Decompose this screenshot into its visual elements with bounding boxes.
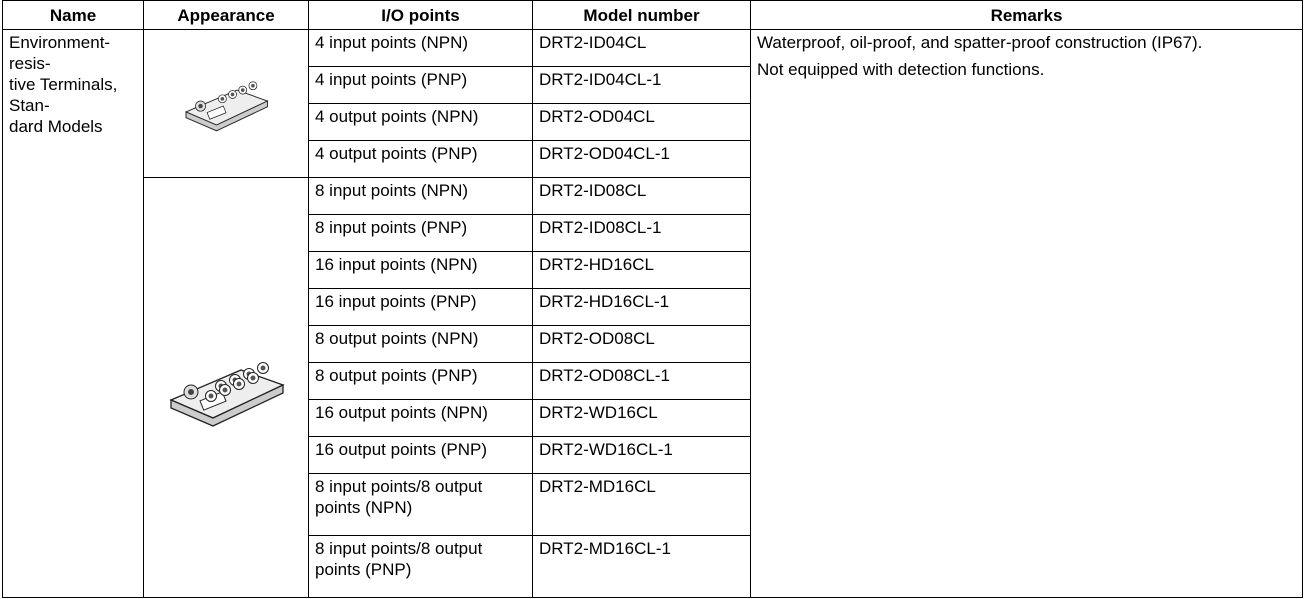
name-cell: Environment-resis-tive Terminals, Stan-d… [2,29,144,598]
device-image [184,81,269,132]
header-row: Name Appearance I/O points Model number Rema… [2,0,1303,30]
model-number-cell: DRT2-OD04CL-1 [532,140,751,178]
table-row: 16 output points (PNP) DRT2-WD16CL-1 [3,436,1303,474]
table-row: 16 output points (NPN) DRT2-WD16CL [3,399,1303,437]
name-line: dard Models [9,117,103,136]
table-row: 16 input points (NPN) DRT2-HD16CL [3,251,1303,289]
model-number-cell: DRT2-OD08CL-1 [532,362,751,400]
appearance-cell [143,29,309,178]
header-cell: I/O points [308,0,533,30]
io-points-cell: 8 output points (NPN) [308,325,533,363]
appearance-cell [143,177,309,598]
io-points-cell: 16 input points (PNP) [308,288,533,326]
io-points-cell: 4 output points (NPN) [308,103,533,141]
table-row: 8 input points/8 output points (PNP) DRT2… [3,535,1303,598]
model-number-cell: DRT2-ID04CL-1 [532,66,751,104]
model-number-cell: DRT2-OD08CL [532,325,751,363]
table-row: 8 input points (NPN) DRT2-ID08CL [3,177,1303,598]
name-line: tive Terminals, Stan- [9,75,118,115]
table-row: 8 input points/8 output points (NPN) DRT2… [3,473,1303,536]
io-points-cell: 4 input points (PNP) [308,66,533,104]
model-number-cell: DRT2-MD16CL [532,473,751,536]
io-points-cell: 8 input points (PNP) [308,214,533,252]
table-row: 4 output points (PNP) DRT2-OD04CL-1 [3,140,1303,178]
header-cell: Name [2,0,144,30]
table-row: 8 input points (PNP) DRT2-ID08CL-1 [3,214,1303,252]
io-points-cell: 8 output points (PNP) [308,362,533,400]
header-cell: Appearance [143,0,309,30]
io-points-cell: 4 output points (PNP) [308,140,533,178]
io-points-cell: 4 input points (NPN) [308,29,533,67]
remark-paragraph: Not equipped with detection functions. [757,60,1045,79]
model-number-cell: DRT2-WD16CL [532,399,751,437]
name-line: Environment-resis- [9,33,111,73]
header-cell: Model number [532,0,751,30]
table-row: 4 input points (PNP) DRT2-ID04CL-1 [3,66,1303,104]
table-row: Environment-resis-tive Terminals, Stan-d… [2,29,1303,598]
header-cell: Remarks [750,0,1303,30]
model-number-cell: DRT2-MD16CL-1 [532,535,751,598]
io-points-cell: 8 input points/8 output points (NPN) [308,473,533,536]
io-points-cell: 8 input points (NPN) [308,177,533,215]
device-image [169,362,285,427]
model-number-cell: DRT2-HD16CL [532,251,751,289]
io-points-cell: 16 input points (NPN) [308,251,533,289]
io-points-cell: 8 input points/8 output points (PNP) [308,535,533,598]
model-number-cell: DRT2-WD16CL-1 [532,436,751,474]
model-number-cell: DRT2-ID08CL-1 [532,214,751,252]
io-points-cell: 16 output points (NPN) [308,399,533,437]
table-row: 8 output points (NPN) DRT2-OD08CL [3,325,1303,363]
io-points-cell: 16 output points (PNP) [308,436,533,474]
model-number-cell: DRT2-ID04CL [532,29,751,67]
model-number-cell: DRT2-HD16CL-1 [532,288,751,326]
model-number-cell: DRT2-ID08CL [532,177,751,215]
table-row: 8 output points (PNP) DRT2-OD08CL-1 [3,362,1303,400]
model-number-cell: DRT2-OD04CL [532,103,751,141]
remarks-cell: Waterproof, oil-proof, and spatter-proof… [750,29,1303,598]
remark-paragraph: Waterproof, oil-proof, and spatter-proof… [757,33,1203,52]
